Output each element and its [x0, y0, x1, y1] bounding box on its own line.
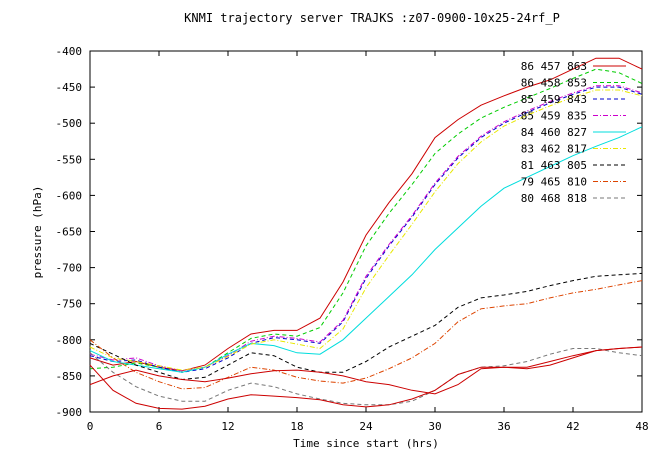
x-tick-label: 18 [290, 420, 303, 433]
y-axis-label: pressure (hPa) [31, 186, 44, 279]
series-layer [89, 57, 643, 410]
series-line-7 [89, 272, 643, 381]
x-tick-label: 30 [428, 420, 441, 433]
x-tick-label: 12 [221, 420, 234, 433]
legend-label: 86 457 863 [521, 60, 587, 73]
legend-label: 85 459 835 [521, 110, 587, 123]
x-tick-label: 42 [566, 420, 579, 433]
series-line-9 [89, 348, 643, 406]
x-tick-label: 0 [87, 420, 94, 433]
y-tick-label: -700 [56, 262, 83, 275]
y-axis: -900 -850 -800 -750 -700 -650 -600 -550 -500 -450… [56, 45, 642, 419]
legend-label: 80 468 818 [521, 192, 587, 205]
y-tick-label: -550 [56, 153, 83, 166]
legend-label: 86 458 853 [521, 77, 587, 90]
x-tick-label: 36 [497, 420, 510, 433]
x-axis-label: Time since start (hrs) [293, 437, 439, 450]
legend-label: 83 462 817 [521, 143, 587, 156]
legend-label: 84 460 827 [521, 126, 587, 139]
series-line-6 [89, 89, 643, 371]
chart-title: KNMI trajectory server TRAJKS :z07-0900-… [184, 11, 560, 25]
x-tick-label: 24 [359, 420, 373, 433]
series-line-8 [89, 280, 643, 390]
y-tick-label: -650 [56, 226, 83, 239]
legend-label: 85 459 843 [521, 93, 587, 106]
y-tick-label: -400 [56, 45, 83, 58]
y-tick-label: -600 [56, 189, 83, 202]
y-tick-label: -800 [56, 334, 83, 347]
x-axis: 0 6 12 18 24 30 36 42 48 [87, 51, 649, 433]
series-line-4 [89, 85, 643, 372]
x-tick-label: 48 [635, 420, 648, 433]
legend: 86 457 863 86 458 853 85 459 843 85 459 835… [521, 60, 626, 205]
legend-label: 81 463 805 [521, 159, 587, 172]
y-tick-label: -900 [56, 406, 83, 419]
y-tick-label: -450 [56, 81, 83, 94]
y-tick-label: -750 [56, 298, 83, 311]
series-line-10 [89, 346, 643, 395]
y-tick-label: -500 [56, 117, 83, 130]
series-line-5 [89, 126, 643, 373]
x-tick-label: 6 [156, 420, 163, 433]
series-line-11 [89, 346, 643, 410]
legend-label: 79 465 810 [521, 176, 587, 189]
y-tick-label: -850 [56, 370, 83, 383]
